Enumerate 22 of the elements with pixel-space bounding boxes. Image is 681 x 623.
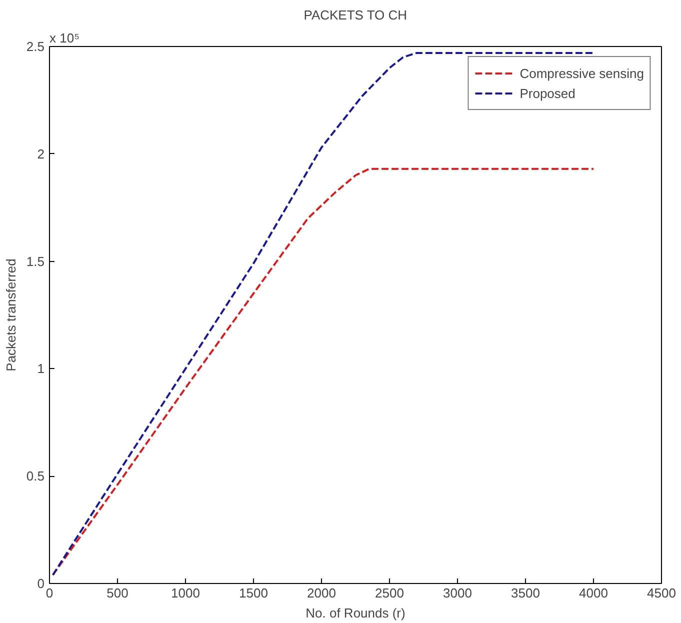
- x-tick-label: 1000: [171, 586, 200, 600]
- x-tick-label: 1500: [239, 586, 268, 600]
- text: x 10⁵: [50, 30, 80, 46]
- chart-title: PACKETS TO CH: [304, 8, 408, 22]
- legend-label: Proposed: [520, 86, 576, 100]
- y-axis-title: Packets transferred: [3, 258, 18, 372]
- y-tick-label: 0: [37, 576, 45, 591]
- y-tick-label: 1: [37, 361, 45, 376]
- x-tick-label: 500: [106, 586, 128, 600]
- y-tick-label: 0.5: [26, 468, 45, 484]
- y-tick-label: 2: [37, 146, 45, 162]
- x-axis-title: No. of Rounds (r): [306, 606, 406, 620]
- y-tick-label: 2.5: [26, 39, 45, 54]
- x-tick-label: 4000: [579, 586, 608, 600]
- x-tick-label: 2500: [375, 586, 404, 600]
- legend-label: Compressive sensing: [520, 66, 644, 80]
- x-tick-label: 3500: [511, 586, 540, 600]
- x-tick-label: 4500: [647, 586, 676, 600]
- x-tick-label: 2000: [307, 586, 336, 600]
- y-tick-label: 1.5: [26, 254, 45, 269]
- line-series: [52, 52, 594, 576]
- x-tick-label: 3000: [443, 586, 472, 600]
